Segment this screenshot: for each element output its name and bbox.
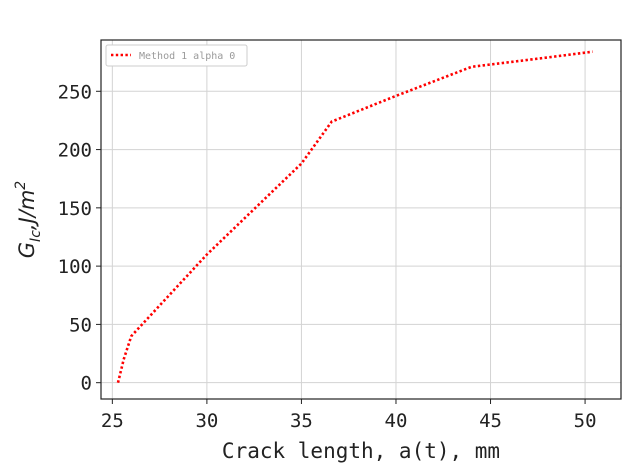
ticks: 25 30 35 40 45 50 0 50 100 150 200 250 bbox=[58, 81, 597, 432]
y-axis-label-subscript: Ic bbox=[28, 230, 44, 242]
y-axis-label: GIc,J/m2 bbox=[13, 181, 44, 259]
y-tick-label: 200 bbox=[58, 140, 92, 162]
y-tick-label: 100 bbox=[58, 256, 92, 278]
legend-label: Method 1 alpha 0 bbox=[139, 51, 235, 62]
y-tick-label: 0 bbox=[81, 373, 92, 395]
y-axis-label-unit: J/m bbox=[15, 190, 39, 228]
series-line bbox=[116, 50, 593, 384]
x-tick-label: 50 bbox=[574, 410, 597, 432]
y-tick-label: 250 bbox=[58, 81, 92, 103]
x-tick-label: 35 bbox=[290, 410, 313, 432]
y-tick-label: 150 bbox=[58, 198, 92, 220]
plot-frame bbox=[100, 39, 622, 400]
x-axis-label: Crack length, a(t), mm bbox=[222, 439, 500, 463]
legend: Method 1 alpha 0 bbox=[105, 44, 248, 67]
x-tick-label: 40 bbox=[385, 410, 408, 432]
y-tick-label: 50 bbox=[69, 314, 92, 336]
grid bbox=[101, 40, 621, 399]
legend-box bbox=[105, 44, 248, 67]
x-tick-label: 30 bbox=[195, 410, 218, 432]
y-axis-label-superscript: 2 bbox=[13, 181, 29, 190]
series-layer bbox=[116, 50, 593, 384]
y-axis-label-separator: , bbox=[15, 223, 39, 230]
y-axis-label-base: G bbox=[15, 242, 39, 258]
x-tick-label: 25 bbox=[101, 410, 124, 432]
x-tick-label: 45 bbox=[479, 410, 502, 432]
